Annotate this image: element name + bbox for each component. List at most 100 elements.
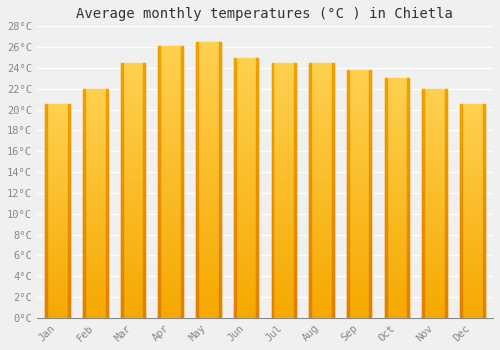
Bar xyxy=(234,219,236,222)
Bar xyxy=(158,139,183,141)
Bar xyxy=(384,256,409,258)
Bar xyxy=(256,266,258,268)
Bar xyxy=(196,293,198,296)
Bar xyxy=(309,201,311,203)
Bar xyxy=(309,185,311,188)
Bar xyxy=(460,143,484,145)
Bar xyxy=(460,267,462,269)
Bar xyxy=(407,158,409,160)
Bar xyxy=(332,298,334,300)
Bar xyxy=(370,147,372,149)
Bar xyxy=(384,237,409,239)
Bar xyxy=(120,177,122,180)
Bar xyxy=(234,91,236,94)
Bar xyxy=(370,313,372,315)
Bar xyxy=(83,276,85,279)
Bar xyxy=(272,116,296,119)
Bar xyxy=(460,132,462,134)
Bar xyxy=(196,163,198,166)
Bar xyxy=(347,206,372,209)
Bar xyxy=(309,162,334,165)
Bar xyxy=(422,256,447,258)
Bar xyxy=(272,241,274,244)
Bar xyxy=(272,175,274,177)
Bar xyxy=(272,111,296,114)
Bar xyxy=(83,274,108,277)
Bar xyxy=(422,187,447,190)
Bar xyxy=(218,296,220,299)
Bar xyxy=(106,178,108,180)
Bar xyxy=(460,224,462,226)
Bar xyxy=(234,234,258,237)
Bar xyxy=(234,281,236,284)
Bar xyxy=(120,111,145,114)
Bar xyxy=(181,49,183,51)
Bar xyxy=(445,128,447,130)
Bar xyxy=(120,137,145,139)
Bar xyxy=(460,232,462,234)
Bar xyxy=(384,303,386,306)
Bar xyxy=(46,215,48,218)
Bar xyxy=(272,68,296,70)
Bar xyxy=(272,218,274,221)
Bar xyxy=(407,265,409,267)
Bar xyxy=(234,302,236,305)
Bar xyxy=(106,254,108,256)
Bar xyxy=(309,147,311,149)
Bar xyxy=(370,295,372,298)
Bar xyxy=(196,216,198,218)
Bar xyxy=(384,237,386,239)
Bar xyxy=(294,144,296,147)
Bar xyxy=(407,272,409,275)
Bar xyxy=(407,212,409,215)
Bar xyxy=(482,121,484,124)
Bar xyxy=(256,164,258,167)
Bar xyxy=(332,86,334,88)
Bar xyxy=(309,270,334,272)
Bar xyxy=(422,288,447,290)
Bar xyxy=(256,237,258,240)
Bar xyxy=(158,49,160,51)
Bar xyxy=(309,234,311,236)
Bar xyxy=(106,176,108,178)
Bar xyxy=(445,135,447,137)
Bar xyxy=(347,167,349,169)
Bar xyxy=(445,208,447,210)
Bar xyxy=(347,164,349,167)
Bar xyxy=(120,298,122,300)
Bar xyxy=(347,191,349,194)
Bar xyxy=(196,221,220,224)
Bar xyxy=(120,188,122,190)
Bar xyxy=(384,299,409,301)
Bar xyxy=(158,220,160,223)
Bar xyxy=(234,289,236,292)
Bar xyxy=(460,124,484,126)
Bar xyxy=(68,273,70,275)
Bar xyxy=(384,119,386,121)
Bar xyxy=(218,299,220,301)
Bar xyxy=(256,65,258,68)
Bar xyxy=(332,221,334,223)
Bar xyxy=(347,132,349,134)
Bar xyxy=(120,264,122,267)
Bar xyxy=(294,167,296,170)
Bar xyxy=(347,261,372,263)
Bar xyxy=(234,81,258,84)
Bar xyxy=(46,288,70,290)
Bar xyxy=(83,297,85,300)
Bar xyxy=(256,245,258,247)
Bar xyxy=(384,246,409,248)
Bar xyxy=(272,86,274,88)
Bar xyxy=(482,265,484,267)
Bar xyxy=(181,209,183,212)
Bar xyxy=(46,196,70,198)
Bar xyxy=(460,245,484,247)
Bar xyxy=(83,286,85,288)
Bar xyxy=(272,104,274,106)
Bar xyxy=(445,169,447,171)
Bar xyxy=(384,193,386,196)
Bar xyxy=(347,239,372,241)
Bar xyxy=(347,231,349,233)
Bar xyxy=(158,144,183,147)
Bar xyxy=(407,263,409,265)
